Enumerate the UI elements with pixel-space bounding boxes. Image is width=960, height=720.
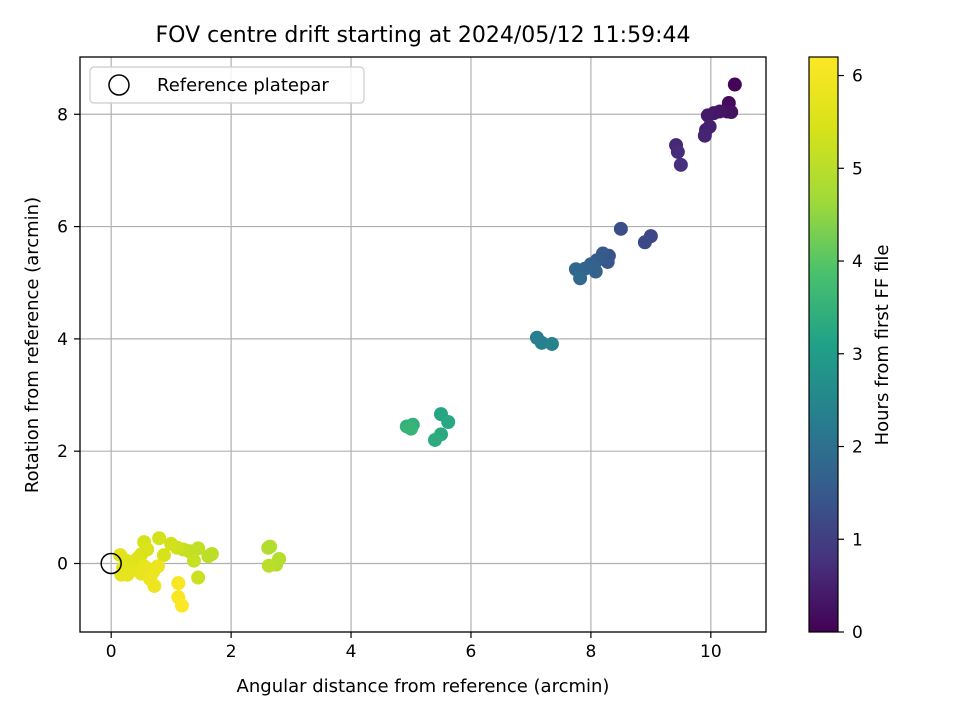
data-point: [588, 264, 603, 279]
data-point: [191, 570, 206, 585]
data-point: [613, 221, 628, 236]
data-point: [534, 335, 549, 350]
data-point: [544, 336, 559, 351]
data-point: [150, 559, 165, 574]
data-point: [171, 576, 186, 591]
x-tick-label: 6: [466, 642, 477, 662]
plot-area: 0 2 4 6 8 10 0 2 4 6 8: [57, 56, 767, 662]
x-tick-label: 4: [346, 642, 357, 662]
y-tick-label: 4: [57, 330, 68, 350]
x-axis: 0 2 4 6 8 10: [106, 632, 722, 662]
colorbar-tick-label: 1: [852, 530, 863, 550]
x-tick-label: 8: [585, 642, 596, 662]
grid: [80, 57, 766, 632]
y-tick-label: 8: [57, 105, 68, 125]
colorbar-tick-label: 5: [852, 159, 863, 179]
x-tick-label: 10: [700, 642, 722, 662]
plot-frame: [79, 56, 767, 633]
colorbar-tick-label: 6: [852, 67, 863, 87]
data-point: [670, 144, 685, 159]
data-point: [573, 271, 588, 286]
data-point: [697, 128, 712, 143]
y-axis: 0 2 4 6 8: [57, 105, 80, 574]
data-point: [404, 421, 419, 436]
data-point: [727, 77, 742, 92]
data-point: [724, 105, 739, 120]
reference-platepar-marker: [100, 552, 122, 575]
y-tick-label: 2: [57, 442, 68, 462]
data-point: [164, 536, 179, 551]
legend-marker-reference: [108, 74, 130, 96]
colorbar: 0 1 2 3 4 5 6 Hours from first FF file: [808, 56, 893, 643]
colorbar-ticks: 0 1 2 3 4 5 6: [838, 67, 863, 643]
data-point: [637, 235, 652, 250]
colorbar-tick-label: 4: [852, 252, 863, 272]
data-point: [261, 540, 276, 555]
data-point: [120, 567, 135, 582]
x-axis-label: Angular distance from reference (arcmin): [237, 676, 610, 697]
legend-label-reference: Reference platepar: [157, 75, 329, 96]
colorbar-tick-label: 3: [852, 345, 863, 365]
colorbar-label: Hours from first FF file: [872, 245, 893, 446]
data-point: [700, 108, 715, 123]
chart-title: FOV centre drift starting at 2024/05/12 …: [156, 23, 691, 48]
colorbar-tick-label: 0: [852, 623, 863, 643]
data-point: [441, 414, 456, 429]
data-point: [201, 549, 216, 564]
data-point: [152, 531, 167, 546]
data-points: [100, 77, 742, 613]
data-point: [261, 558, 276, 573]
data-point: [186, 553, 201, 568]
legend-box: [89, 66, 365, 104]
legend: Reference platepar: [89, 66, 365, 104]
data-point: [673, 157, 688, 172]
data-point: [174, 598, 189, 613]
data-point: [156, 548, 171, 563]
x-tick-label: 2: [226, 642, 237, 662]
y-tick-label: 6: [57, 218, 68, 238]
colorbar-gradient: [808, 56, 839, 633]
y-axis-label: Rotation from reference (arcmin): [22, 197, 43, 493]
x-tick-label: 0: [106, 642, 117, 662]
data-point: [147, 578, 162, 593]
data-point: [427, 432, 442, 447]
colorbar-tick-label: 2: [852, 438, 863, 458]
y-tick-label: 0: [57, 554, 68, 574]
